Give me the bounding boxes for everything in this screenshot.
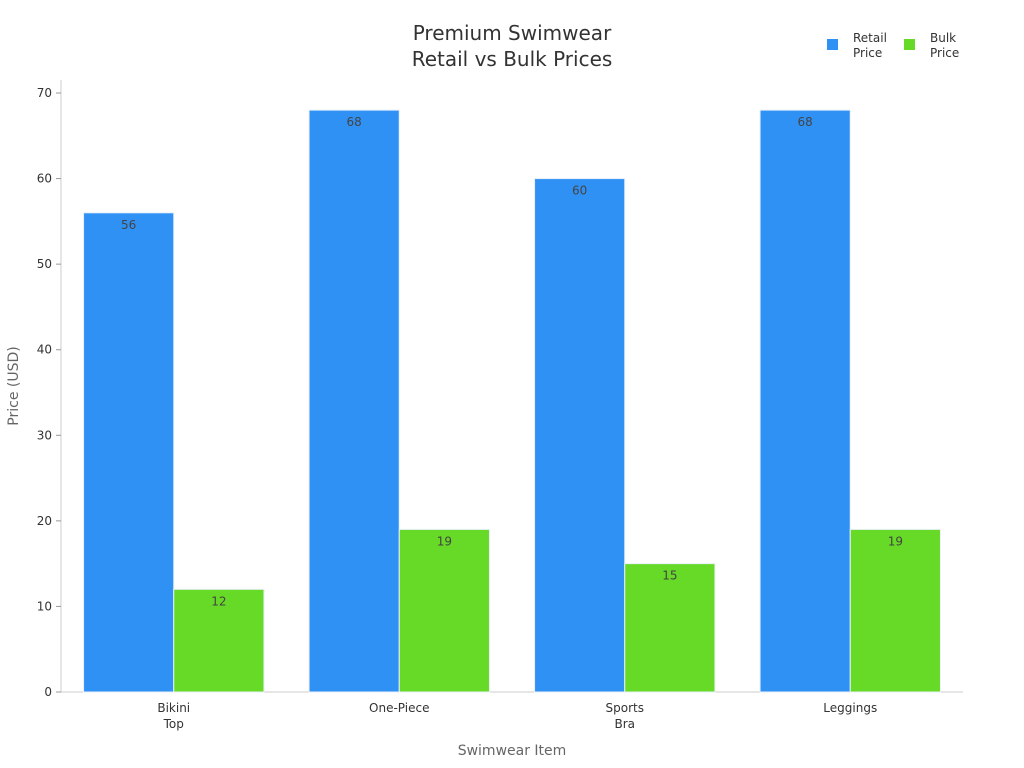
bar [624, 563, 716, 693]
y-tick-label: 60 [37, 172, 52, 186]
data-label: 19 [437, 534, 452, 548]
x-tick-label: Bikini Top [157, 701, 190, 731]
data-label: 60 [572, 184, 587, 198]
bar [849, 528, 941, 693]
data-label: 56 [121, 218, 136, 232]
data-label: 12 [211, 594, 226, 608]
y-tick-label: 70 [37, 86, 52, 100]
y-tick-label: 20 [37, 514, 52, 528]
y-axis-title: Price (USD) [6, 346, 22, 425]
data-label: 68 [798, 115, 813, 129]
x-tick-label: Sports Bra [606, 701, 644, 731]
x-axis-title: Swimwear Item [458, 743, 567, 759]
bar [759, 109, 851, 693]
y-tick-label: 10 [37, 599, 52, 613]
data-label: 68 [347, 115, 362, 129]
legend-swatch [827, 39, 838, 50]
bar [398, 528, 490, 693]
data-label: 15 [662, 569, 677, 583]
y-tick-label: 30 [37, 428, 52, 442]
data-label: 19 [888, 534, 903, 548]
x-tick-label: Leggings [823, 701, 877, 715]
bar [173, 588, 265, 693]
legend-label: Retail Price [853, 31, 887, 60]
y-tick-label: 50 [37, 257, 52, 271]
y-tick-label: 0 [44, 685, 52, 699]
x-tick-label: One-Piece [369, 701, 429, 715]
legend-label: Bulk Price [930, 31, 959, 60]
bar [308, 109, 400, 693]
y-tick-label: 40 [37, 343, 52, 357]
bar [83, 212, 175, 693]
chart-title: Premium Swimwear Retail vs Bulk Prices [412, 21, 613, 71]
bar [534, 178, 626, 693]
legend-swatch [904, 39, 915, 50]
